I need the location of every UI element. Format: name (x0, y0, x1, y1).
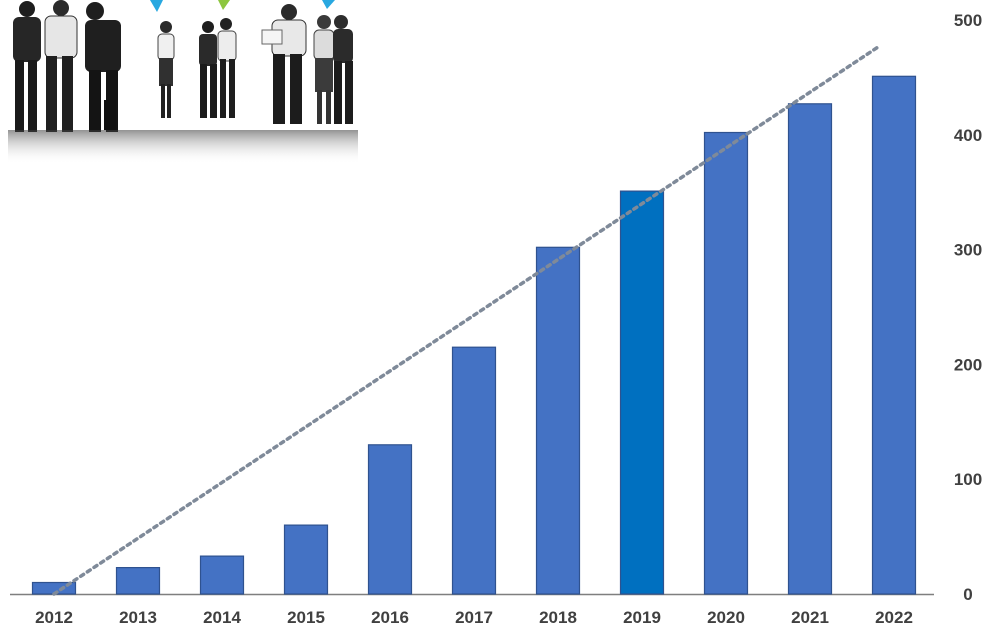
y-tick-label-400: 400 (954, 126, 982, 145)
trendline (52, 44, 881, 596)
y-tick-label-0: 0 (963, 585, 972, 604)
y-tick-label-200: 200 (954, 355, 982, 374)
x-tick-label-2015: 2015 (287, 608, 325, 627)
bar-2015 (283, 524, 329, 595)
x-tick-label-2013: 2013 (119, 608, 157, 627)
bar-2017 (451, 346, 497, 595)
bars (31, 75, 917, 595)
x-tick-label-2019: 2019 (623, 608, 661, 627)
x-tick-label-2021: 2021 (791, 608, 829, 627)
bar-2020 (703, 131, 749, 595)
y-tick-label-300: 300 (954, 241, 982, 260)
bar-2014 (199, 555, 245, 595)
x-tick-label-2022: 2022 (875, 608, 913, 627)
bar-2021 (787, 103, 833, 595)
x-tick-label-2020: 2020 (707, 608, 745, 627)
x-tick-label-2012: 2012 (35, 608, 73, 627)
x-tick-label-2018: 2018 (539, 608, 577, 627)
bar-2019 (619, 190, 665, 595)
x-axis-tick-labels: 2012 2013 2014 2015 2016 2017 2018 2019 2020 2021… (35, 608, 913, 627)
y-axis-tick-labels: 0 100 200 300 400 500 (954, 11, 982, 604)
bar-2018 (535, 246, 581, 595)
business-people-photo (8, 0, 358, 164)
x-tick-label-2016: 2016 (371, 608, 409, 627)
y-tick-label-100: 100 (954, 470, 982, 489)
bar-2022 (871, 75, 917, 595)
x-tick-label-2014: 2014 (203, 608, 241, 627)
bar-2016 (367, 444, 413, 595)
y-tick-label-500: 500 (954, 11, 982, 30)
bar-2013 (115, 566, 161, 595)
x-tick-label-2017: 2017 (455, 608, 493, 627)
